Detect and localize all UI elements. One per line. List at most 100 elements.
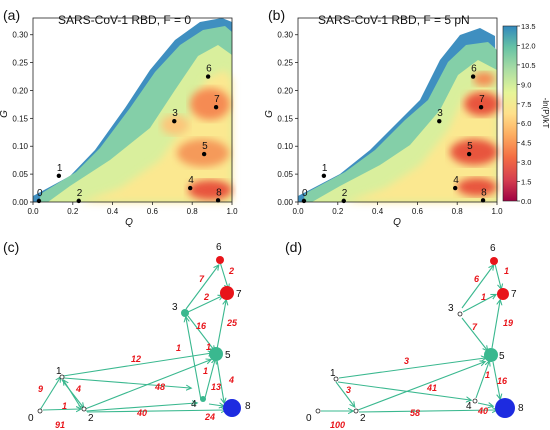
state-label-7: 7 [214,94,220,105]
colorbar-tick-label: 3.0 [521,158,531,167]
edge-c-label-3-7: 2 [203,292,209,302]
edge-d-label-3-7: 1 [481,292,486,302]
panel-d-edge-labels: 3 3 100 41 58 7 19 6 1 1 1 16 40 [330,266,513,430]
x-tick-label: 0.4 [107,207,119,216]
panel-b-region-core [345,85,497,202]
colorbar-tick-label: 4.5 [521,139,531,148]
panel-b-title: SARS-CoV-1 RBD, F = 5 pN [318,13,470,27]
panel-c: (c) [3,239,251,430]
y-tick-label: 0.10 [277,142,293,151]
panel-a-basin-4 [188,180,232,200]
edge-c-label-4-5: 1 [203,366,208,376]
state-label-4: 4 [453,175,459,186]
state-label-2: 2 [342,188,348,199]
edge-c-1-4 [63,377,190,388]
x-tick-label: 0.0 [27,207,39,216]
edge-d-label-2-5: 41 [426,383,437,393]
state-point-6 [470,74,476,79]
panel-d: (d) 0 [285,239,524,430]
node-d-8-label: 8 [518,403,524,414]
y-tick-label: 0.25 [12,59,28,68]
node-c-8-label: 8 [245,401,251,412]
y-tick-label: 0.30 [277,31,293,40]
node-d-5 [484,348,498,362]
colorbar-tick-label: 6.0 [521,119,531,128]
edge-c-0-1 [39,378,60,411]
node-d-6 [490,257,498,265]
x-tick-label: 0.8 [187,207,199,216]
panel-a-title: SARS-CoV-1 RBD, F = 0 [58,13,191,27]
edge-c-label-1-2: 4 [75,384,81,394]
x-tick-label: 0.2 [67,207,79,216]
panel-a-region-core [80,70,232,202]
panel-b-y-ticks: 0.00 0.05 0.10 0.15 0.20 0.25 0.30 [277,31,298,207]
state-label-6: 6 [206,64,212,75]
node-c-6 [216,256,224,264]
state-label-5: 5 [467,141,473,152]
edge-d-label-0-2: 100 [330,420,345,430]
panel-a-states: 0 1 2 3 4 5 6 7 8 [36,64,222,204]
colorbar-tick-label: 1.5 [521,178,531,187]
edge-c-4-5 [204,360,215,399]
y-tick-label: 0.20 [12,86,28,95]
edge-c-label-4-8: 24 [204,412,215,422]
node-c-6-label: 6 [216,242,222,253]
state-point-1 [56,173,62,178]
y-tick-label: 0.00 [12,198,28,207]
edge-c-3-6 [185,266,218,310]
y-tick-label: 0.20 [277,86,293,95]
x-tick-label: 0.0 [292,207,304,216]
edge-d-2-5 [357,362,484,411]
edge-c-2-1 [64,381,82,409]
colorbar-label: -ln(P)/kT [541,98,550,129]
edge-c-3-5 [187,315,214,350]
panel-c-edge-labels: 9 1 4 91 12 48 40 1 16 25 2 7 2 1 1 13 4… [38,266,238,430]
edge-d-5-7 [491,301,500,349]
edge-d-label-4-8: 40 [477,406,488,416]
y-tick-label: 0.10 [12,142,28,151]
edge-c-label-2-8: 40 [136,408,147,418]
state-point-2 [341,198,346,204]
state-point-0 [36,198,42,204]
edge-c-label-3-5: 16 [196,321,207,331]
node-c-4-label: 4 [191,399,197,410]
state-point-4 [453,185,458,191]
state-point-7 [478,105,484,110]
state-point-7 [213,105,219,110]
panel-d-letter: (d) [285,239,302,255]
edge-c-label-4-5a: 1 [206,342,211,352]
y-tick-label: 0.00 [277,198,293,207]
panel-c-nodes [37,256,241,417]
panel-a-basin-7 [190,88,230,120]
state-label-8: 8 [481,187,487,198]
colorbar-tick-label: 0.0 [521,197,531,206]
colorbar-tick-label: 13.5 [521,22,536,31]
node-d-1-label: 1 [330,368,336,379]
edge-c-0-2 [42,409,80,410]
edge-c-label-2-1: 1 [62,401,67,411]
node-c-3-label: 3 [172,302,178,313]
edge-c-3-7 [187,296,222,313]
panel-b-y-label: G [264,110,275,118]
node-c-2-label: 2 [88,413,94,424]
state-point-3 [437,118,442,124]
state-label-0: 0 [302,188,308,199]
edge-c-1-5 [62,353,212,377]
node-d-0 [315,408,321,414]
node-c-7-label: 7 [236,289,242,300]
edge-c-label-1-5: 12 [131,354,141,364]
panel-a-axes-frame [32,17,233,203]
node-d-8 [495,398,515,418]
panel-d-nodes [315,257,515,418]
panel-c-letter: (c) [3,239,19,255]
edge-c-label-4-3: 1 [176,343,181,353]
edge-c-label-0-1: 9 [38,384,43,394]
x-tick-label: 0.8 [452,207,464,216]
node-c-5-label: 5 [225,350,231,361]
state-point-5 [466,151,472,157]
x-tick-label: 0.2 [332,207,344,216]
edge-c-5-7 [216,301,226,350]
y-tick-label: 0.30 [12,31,28,40]
panel-a-x-ticks: 0.0 0.2 0.4 0.6 0.8 1.0 [27,202,238,216]
